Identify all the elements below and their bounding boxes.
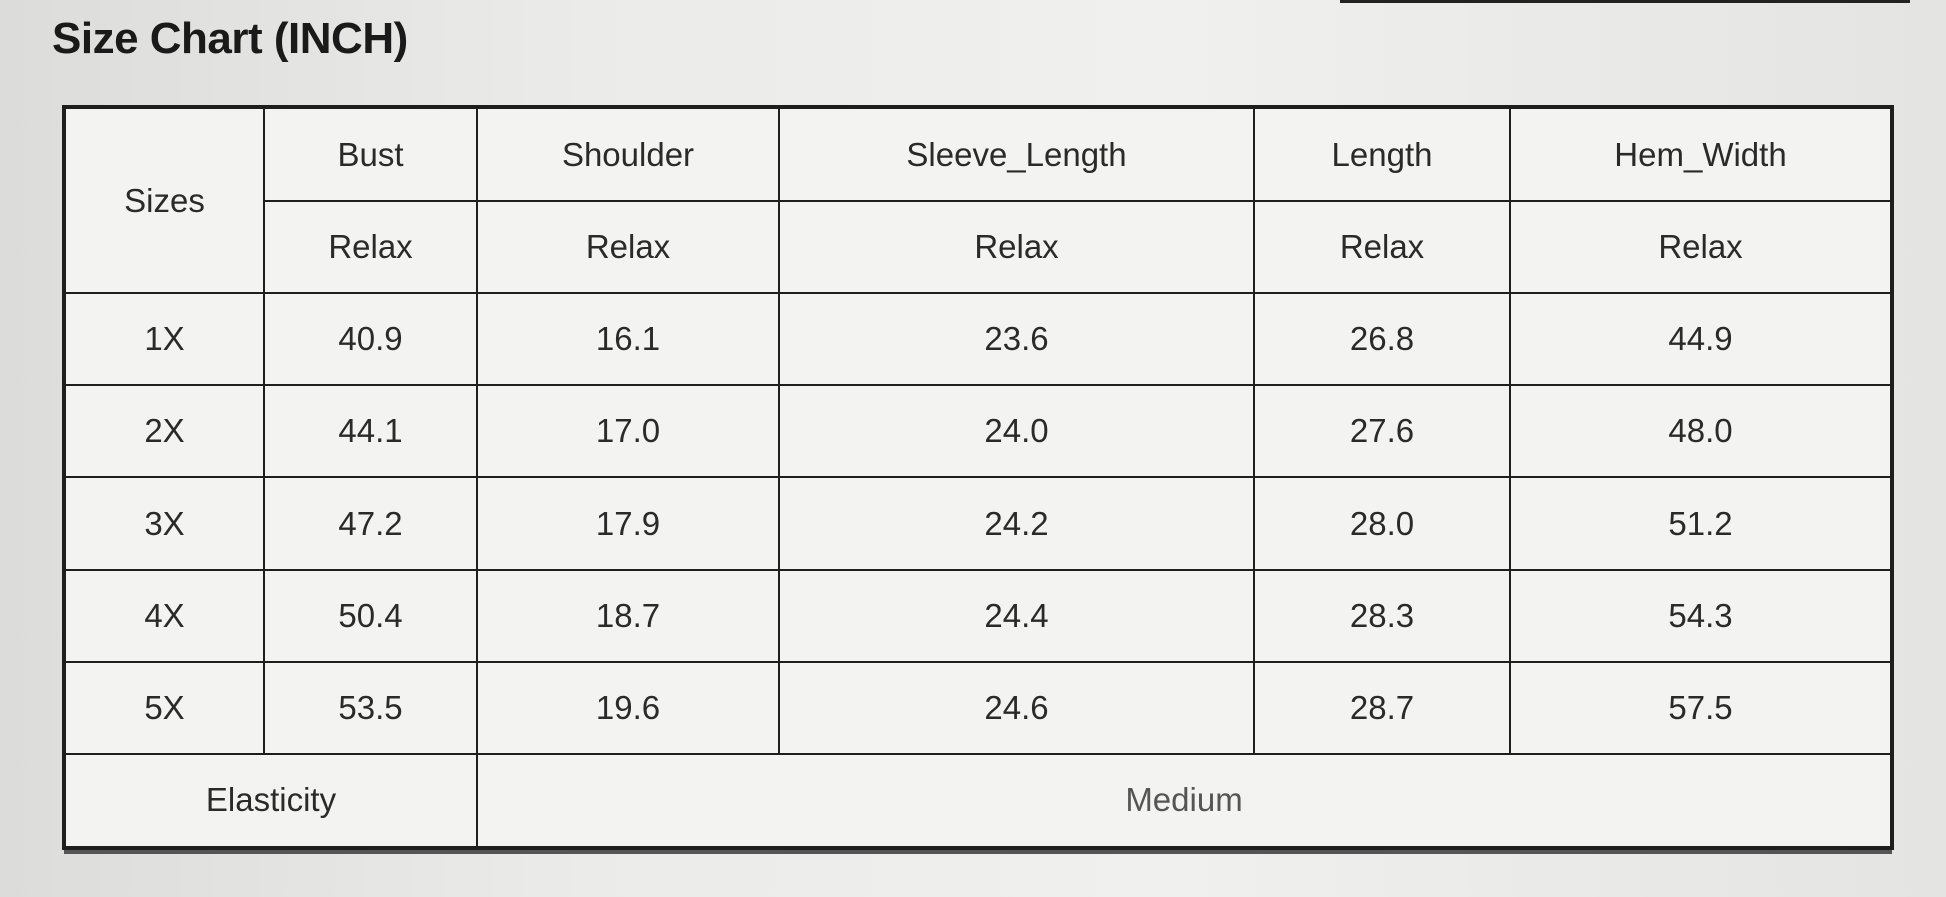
size-cell: 1X bbox=[63, 292, 265, 387]
measurement-cell: 24.2 bbox=[778, 476, 1255, 571]
table-row: 4X 50.4 18.7 24.4 28.3 54.3 bbox=[63, 568, 1893, 663]
sizes-header: Sizes bbox=[63, 105, 265, 295]
measurement-cell: 24.6 bbox=[778, 660, 1255, 755]
size-cell: 5X bbox=[63, 660, 265, 755]
measurement-cell: 44.1 bbox=[263, 384, 478, 479]
measurement-cell: 28.7 bbox=[1253, 660, 1511, 755]
column-header-sleeve-length: Sleeve_Length bbox=[778, 105, 1255, 203]
column-header-shoulder: Shoulder bbox=[476, 105, 780, 203]
column-header-length: Length bbox=[1253, 105, 1511, 203]
measurement-cell: 40.9 bbox=[263, 292, 478, 387]
measurement-cell: 18.7 bbox=[476, 568, 780, 663]
measurement-cell: 24.4 bbox=[778, 568, 1255, 663]
measurement-cell: 17.0 bbox=[476, 384, 780, 479]
subheader-cell: Relax bbox=[1253, 200, 1511, 295]
measurement-cell: 50.4 bbox=[263, 568, 478, 663]
measurement-cell: 19.6 bbox=[476, 660, 780, 755]
subheader-cell: Relax bbox=[476, 200, 780, 295]
measurement-cell: 26.8 bbox=[1253, 292, 1511, 387]
subheader-cell: Relax bbox=[1509, 200, 1893, 295]
column-header-bust: Bust bbox=[263, 105, 478, 203]
measurement-cell: 24.0 bbox=[778, 384, 1255, 479]
measurement-cell: 23.6 bbox=[778, 292, 1255, 387]
page-title: Size Chart (INCH) bbox=[52, 14, 408, 63]
table-row: 1X 40.9 16.1 23.6 26.8 44.9 bbox=[63, 292, 1893, 387]
measurement-cell: 47.2 bbox=[263, 476, 478, 571]
measurement-cell: 17.9 bbox=[476, 476, 780, 571]
measurement-cell: 27.6 bbox=[1253, 384, 1511, 479]
measurement-cell: 53.5 bbox=[263, 660, 478, 755]
measurement-cell: 48.0 bbox=[1509, 384, 1893, 479]
table-row: 2X 44.1 17.0 24.0 27.6 48.0 bbox=[63, 384, 1893, 479]
measurement-cell: 28.3 bbox=[1253, 568, 1511, 663]
size-cell: 2X bbox=[63, 384, 265, 479]
measurement-cell: 57.5 bbox=[1509, 660, 1893, 755]
size-cell: 3X bbox=[63, 476, 265, 571]
size-cell: 4X bbox=[63, 568, 265, 663]
subheader-row: Relax Relax Relax Relax Relax bbox=[64, 200, 1893, 295]
table-row: 5X 53.5 19.6 24.6 28.7 57.5 bbox=[63, 660, 1893, 755]
measurement-cell: 28.0 bbox=[1253, 476, 1511, 571]
column-header-hem-width: Hem_Width bbox=[1509, 105, 1893, 203]
measurement-cell: 54.3 bbox=[1509, 568, 1893, 663]
table-row: 3X 47.2 17.9 24.2 28.0 51.2 bbox=[63, 476, 1893, 571]
elasticity-row: Elasticity Medium bbox=[63, 752, 1893, 850]
header-row: Sizes Bust Shoulder Sleeve_Length Length… bbox=[63, 105, 1893, 295]
subheader-cell: Relax bbox=[778, 200, 1255, 295]
measurement-cell: 51.2 bbox=[1509, 476, 1893, 571]
measurement-cell: 44.9 bbox=[1509, 292, 1893, 387]
subheader-cell: Relax bbox=[263, 200, 478, 295]
elasticity-label: Elasticity bbox=[63, 752, 478, 850]
size-chart-table: Sizes Bust Shoulder Sleeve_Length Length… bbox=[62, 105, 1894, 850]
elasticity-value: Medium bbox=[476, 752, 1893, 850]
top-edge-line bbox=[1340, 0, 1910, 3]
measurement-cell: 16.1 bbox=[476, 292, 780, 387]
